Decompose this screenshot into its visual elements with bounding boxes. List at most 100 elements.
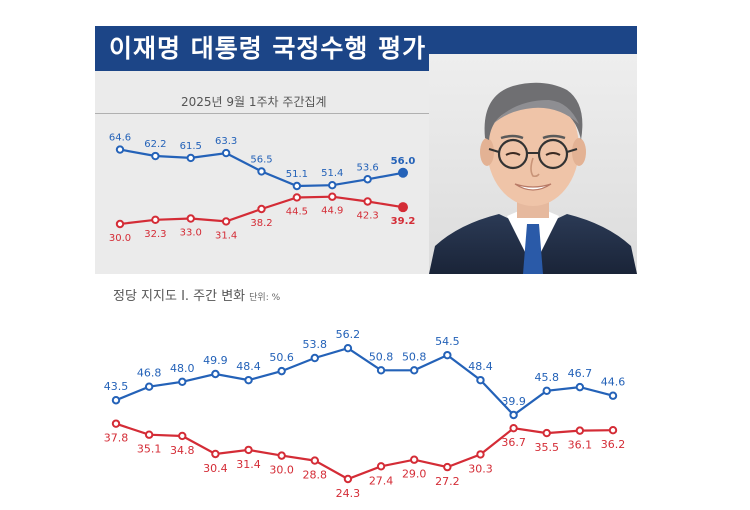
party-support-series-2-point — [376, 462, 386, 471]
approval-series-1-point — [186, 153, 195, 163]
party-support-series-1-data-label: 50.8 — [369, 350, 394, 363]
approval-series-1-point — [398, 167, 408, 178]
approval-series-1-point — [257, 167, 266, 176]
party-support-series-2-data-label: 27.4 — [369, 474, 394, 487]
page-title: 이재명 대통령 국정수행 평가 — [109, 34, 427, 63]
approval-series-1-data-label: 56.0 — [391, 156, 416, 167]
party-support-series-1-data-label: 39.9 — [501, 395, 526, 408]
party-support-series-1-point — [144, 382, 154, 391]
party-support-series-1-point — [178, 377, 187, 386]
party-support-series-1-data-label: 46.8 — [137, 367, 162, 380]
party-support-series-2-data-label: 37.8 — [104, 432, 129, 445]
party-support-series-2-point — [111, 419, 121, 428]
approval-series-1-data-label: 61.5 — [180, 141, 202, 152]
party-support-series-2-point — [410, 455, 419, 464]
approval-series-2-data-label: 44.9 — [321, 206, 343, 217]
approval-series-2-data-label: 44.5 — [286, 206, 308, 217]
survey-date: 2025년 9월 1주차 주간집계 — [181, 95, 327, 109]
unit-label: 단위: % — [249, 293, 281, 303]
party-support-series-1-data-label: 53.8 — [303, 338, 328, 351]
party-support-series-1-point — [443, 350, 452, 360]
party-support-series-2-data-label: 36.2 — [601, 438, 626, 451]
approval-rating-panel: 이재명 대통령 국정수행 평가 2025년 9월 1주차 주간집계 64.6 62… — [95, 26, 637, 274]
party-support-series-1-point — [376, 366, 386, 375]
approval-series-2-data-label: 38.2 — [250, 218, 272, 229]
approval-series-2-point — [292, 193, 302, 202]
party-support-series-2-data-label: 36.7 — [501, 436, 526, 449]
party-support-series-2-data-label: 35.5 — [534, 441, 559, 454]
approval-series-2-data-label: 39.2 — [391, 216, 416, 227]
party-support-series-2-point — [211, 449, 220, 459]
approval-series-1-data-label: 51.1 — [286, 169, 308, 180]
party-support-series-2-data-label: 36.1 — [568, 439, 593, 452]
party-support-series-2-data-label: 24.3 — [336, 487, 361, 500]
approval-series-1-data-label: 56.5 — [250, 154, 272, 165]
party-support-series-2-point — [343, 474, 353, 484]
party-support-series-1-data-label: 50.6 — [269, 351, 294, 364]
approval-series-2-point — [363, 197, 372, 206]
party-support-series-1-point — [542, 386, 551, 396]
approval-series-1-point — [221, 148, 231, 158]
subtitle-divider — [95, 113, 495, 114]
party-support-series-1-data-label: 49.9 — [203, 354, 228, 367]
party-support-series-2-data-label: 28.8 — [303, 469, 328, 482]
party-support-series-1-point — [509, 410, 518, 420]
party-support-series-2-point — [575, 426, 585, 435]
party-support-series-1-point — [111, 396, 121, 405]
approval-series-1-data-label: 53.6 — [356, 162, 378, 173]
party-support-series-2-data-label: 30.0 — [269, 464, 294, 477]
party-support-series-2-data-label: 30.3 — [468, 462, 493, 475]
approval-series-2-point — [115, 219, 125, 229]
approval-series-2-data-label: 31.4 — [215, 230, 237, 241]
party-support-series-2-data-label: 35.1 — [137, 443, 162, 456]
approval-series-2-point — [257, 204, 266, 214]
approval-series-1-point — [292, 181, 302, 191]
party-support-series-2-point — [310, 456, 319, 465]
party-support-series-1-point — [575, 382, 585, 392]
approval-series-2-point — [328, 192, 337, 201]
approval-series-1-data-label: 63.3 — [215, 136, 237, 147]
party-support-series-1-data-label: 50.8 — [402, 350, 427, 363]
party-support-series-1-data-label: 46.7 — [568, 367, 593, 380]
party-support-series-2-data-label: 34.8 — [170, 444, 195, 457]
approval-series-2-point — [151, 215, 160, 224]
party-support-series-2-point — [277, 451, 286, 460]
approval-series-2-data-label: 42.3 — [356, 210, 378, 221]
party-support-series-1-data-label: 48.0 — [170, 362, 195, 375]
party-support-series-2-data-label: 27.2 — [435, 475, 460, 488]
party-support-title-text: 정당 지지도 Ⅰ. 주간 변화 — [113, 289, 246, 304]
party-support-series-2-point — [509, 423, 518, 433]
approval-series-2-data-label: 32.3 — [144, 229, 166, 240]
president-portrait — [429, 54, 637, 274]
approval-series-2-point — [186, 214, 195, 223]
approval-line-chart: 64.6 62.2 61.5 63.3 56.5 51.1 51.4 53.6 56.0 30.0… — [109, 133, 416, 244]
approval-series-2-point — [221, 217, 231, 226]
approval-series-1-data-label: 62.2 — [144, 139, 166, 150]
party-support-series-1-point — [277, 366, 286, 376]
party-support-series-1-data-label: 48.4 — [236, 360, 261, 373]
party-support-series-1-data-label: 44.6 — [601, 376, 626, 389]
approval-series-2-point — [398, 202, 408, 213]
party-support-series-1-point — [343, 343, 353, 353]
party-support-series-2-point — [476, 450, 485, 459]
party-support-series-1-point — [410, 366, 419, 375]
party-support-series-1-data-label: 43.5 — [104, 380, 129, 393]
approval-series-1-point — [328, 180, 337, 190]
party-support-series-2-point — [443, 462, 452, 472]
party-support-series-1-data-label: 45.8 — [534, 371, 559, 384]
party-support-series-1-point — [310, 353, 319, 363]
approval-series-2-data-label: 33.0 — [180, 228, 202, 239]
approval-series-2-data-label: 30.0 — [109, 233, 131, 244]
party-support-series-1-point — [244, 375, 253, 385]
approval-series-1-point — [151, 151, 160, 161]
party-support-series-1-point — [211, 369, 220, 379]
party-support-series-2-point — [608, 426, 618, 435]
approval-series-1-data-label: 51.4 — [321, 168, 343, 179]
approval-series-1-point — [115, 145, 125, 154]
party-support-series-1-data-label: 56.2 — [336, 328, 361, 341]
party-support-series-1-point — [476, 375, 485, 385]
party-support-series-1-line — [115, 346, 614, 417]
party-support-series-1-point — [608, 391, 618, 400]
party-support-series-2-line — [115, 422, 614, 481]
